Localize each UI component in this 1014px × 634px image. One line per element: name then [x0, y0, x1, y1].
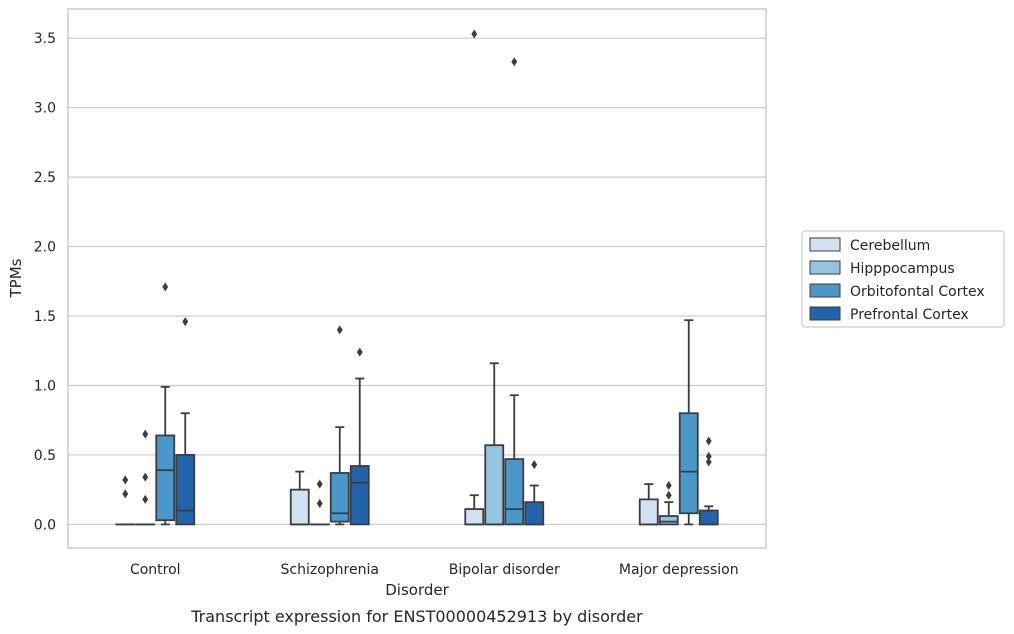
box-iqr	[658, 515, 679, 526]
outlier-point	[162, 282, 169, 292]
outlier-point	[122, 475, 129, 485]
x-tick-label: Schizophrenia	[281, 562, 379, 578]
y-tick-label: 0.5	[34, 448, 56, 464]
y-tick-label: 1.5	[34, 309, 56, 325]
y-tick-label: 0.0	[34, 517, 56, 533]
outlier-point	[511, 57, 518, 67]
legend-swatch	[809, 283, 841, 298]
y-axis-title: TPMs	[7, 258, 25, 298]
box-iqr	[678, 412, 699, 515]
box-cerebellum	[464, 29, 485, 526]
outlier-point	[471, 29, 478, 39]
box-orbitofontal-cortex	[155, 282, 176, 526]
box-iqr	[484, 444, 505, 526]
legend-swatch	[809, 260, 841, 275]
outlier-point	[336, 325, 343, 335]
outlier-point	[705, 436, 712, 446]
legend-label: Prefrontal Cortex	[850, 307, 969, 323]
x-axis-title: Disorder	[385, 581, 449, 599]
x-tick-label: Control	[130, 562, 181, 578]
y-tick-label: 3.5	[34, 31, 56, 47]
x-tick-label: Bipolar disorder	[449, 562, 560, 578]
y-tick-label: 2.5	[34, 170, 56, 186]
outlier-point	[142, 472, 149, 482]
legend-label: Cerebellum	[850, 238, 930, 254]
outlier-point	[665, 480, 672, 490]
plot-frame	[67, 8, 767, 549]
legend-label: Hipppocampus	[850, 261, 955, 277]
box-orbitofontal-cortex	[504, 57, 525, 526]
box-prefrontal-cortex	[175, 317, 196, 526]
outlier-point	[705, 451, 712, 461]
box-iqr	[289, 488, 310, 526]
box-prefrontal-cortex	[524, 460, 545, 526]
outlier-point	[122, 489, 129, 499]
box-hipppocampus	[135, 429, 156, 526]
box-prefrontal-cortex	[698, 436, 719, 526]
legend-swatch	[809, 306, 841, 321]
outlier-point	[356, 347, 363, 357]
box-cerebellum	[289, 470, 310, 526]
outlier-point	[142, 494, 149, 504]
y-tick-label: 1.0	[34, 378, 56, 394]
box-layer	[115, 29, 719, 526]
box-hipppocampus	[309, 479, 330, 526]
box-hipppocampus	[658, 480, 679, 526]
box-iqr	[349, 465, 370, 526]
outlier-point	[142, 429, 149, 439]
outlier-point	[531, 460, 538, 470]
x-tick-label: Major depression	[619, 562, 739, 578]
outlier-point	[316, 499, 323, 509]
box-iqr	[504, 458, 525, 526]
chart-caption: Transcript expression for ENST0000045291…	[190, 607, 643, 626]
y-tick-label: 2.0	[34, 240, 56, 256]
outlier-point	[665, 490, 672, 500]
x-tick-labels: Control Schizophrenia Bipolar disorder Majo…	[130, 562, 739, 578]
legend-frame	[801, 230, 1005, 328]
box-iqr	[524, 501, 545, 526]
box-iqr	[464, 508, 485, 526]
box-iqr	[155, 434, 176, 522]
box-hipppocampus	[484, 362, 505, 526]
y-tick-label: 3.0	[34, 101, 56, 117]
box-orbitofontal-cortex	[329, 325, 350, 526]
box-iqr	[175, 454, 196, 526]
outlier-point	[705, 457, 712, 467]
legend-swatch	[809, 237, 841, 252]
legend-label: Orbitofontal Cortex	[850, 284, 985, 300]
outlier-point	[182, 317, 189, 327]
box-iqr	[698, 509, 719, 526]
box-iqr	[329, 472, 350, 523]
box-cerebellum	[115, 475, 136, 526]
box-orbitofontal-cortex	[678, 319, 699, 526]
box-cerebellum	[638, 483, 659, 526]
legend: Cerebellum Hipppocampus Orbitofontal Corte…	[801, 230, 1005, 328]
box-iqr	[638, 498, 659, 526]
y-tick-labels: 0.0 0.5 1.0 1.5 2.0 2.5 3.0 3.5	[34, 31, 56, 533]
outlier-point	[316, 479, 323, 489]
box-prefrontal-cortex	[349, 347, 370, 526]
